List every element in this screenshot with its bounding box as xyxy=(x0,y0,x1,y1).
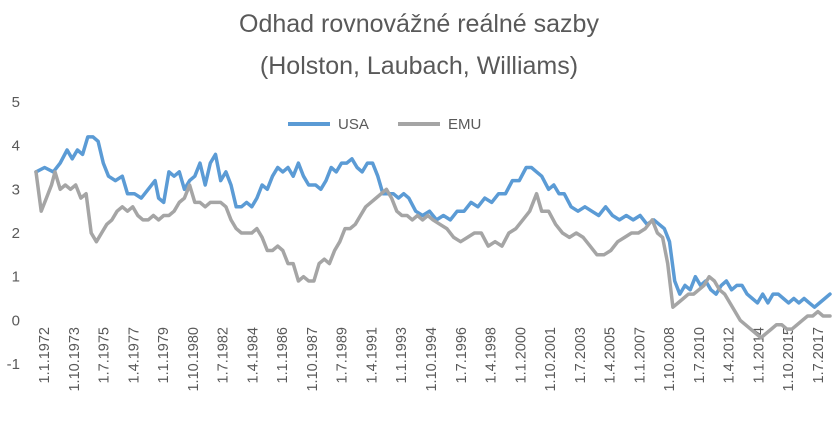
x-tick-label: 1.1.1993 xyxy=(394,327,410,383)
x-tick-label: 1.4.2005 xyxy=(603,327,619,383)
y-axis-ticks: 5 4 3 2 1 0 -1 xyxy=(7,94,20,373)
x-tick-label: 1.7.1989 xyxy=(335,327,351,383)
x-axis-ticks: 1.1.1972 1.10.1973 1.7.1975 1.4.1977 1.1.197… xyxy=(37,327,827,392)
x-tick-label: 1.4.2012 xyxy=(722,327,738,383)
chart-title-line-1: Odhad rovnovážné reálné sazby xyxy=(239,10,599,38)
x-tick-label: 1.7.1996 xyxy=(454,327,470,383)
legend-label-emu: EMU xyxy=(448,116,481,133)
x-tick-label: 1.7.1982 xyxy=(216,327,232,383)
chart-title-line-2: (Holston, Laubach, Williams) xyxy=(260,52,578,80)
x-tick-label: 1.10.2001 xyxy=(543,327,559,392)
y-tick-label: 1 xyxy=(12,269,20,286)
legend-label-usa: USA xyxy=(338,116,369,133)
x-tick-label: 1.10.2008 xyxy=(662,327,678,392)
x-tick-label: 1.1.2014 xyxy=(751,327,767,383)
series-line-emu xyxy=(34,170,832,340)
x-tick-label: 1.7.2003 xyxy=(573,327,589,383)
x-tick-label: 1.10.1994 xyxy=(424,327,440,392)
x-tick-label: 1.10.1980 xyxy=(186,327,202,392)
series-layer xyxy=(34,135,832,340)
x-tick-label: 1.4.1998 xyxy=(484,327,500,383)
x-tick-label: 1.10.1973 xyxy=(67,327,83,392)
y-tick-label: 3 xyxy=(12,181,20,198)
y-tick-label: -1 xyxy=(7,356,20,373)
x-tick-label: 1.1.1986 xyxy=(275,327,291,383)
x-tick-label: 1.1.1979 xyxy=(156,327,172,383)
x-tick-label: 1.4.1977 xyxy=(126,327,142,383)
legend: USA EMU xyxy=(288,116,481,133)
x-tick-label: 1.1.1972 xyxy=(37,327,53,383)
y-tick-label: 4 xyxy=(12,138,20,155)
x-tick-label: 1.10.2015 xyxy=(781,327,797,392)
series-line-usa xyxy=(34,135,832,309)
y-tick-label: 0 xyxy=(12,312,20,329)
x-tick-label: 1.1.2007 xyxy=(632,327,648,383)
x-tick-label: 1.7.2017 xyxy=(811,327,827,383)
x-tick-label: 1.1.2000 xyxy=(513,327,529,383)
x-tick-label: 1.10.1987 xyxy=(305,327,321,392)
x-tick-label: 1.4.1984 xyxy=(245,327,261,383)
x-tick-label: 1.7.1975 xyxy=(97,327,113,383)
x-tick-label: 1.4.1991 xyxy=(364,327,380,383)
x-tick-label: 1.7.2010 xyxy=(692,327,708,383)
y-tick-label: 2 xyxy=(12,225,20,242)
y-tick-label: 5 xyxy=(12,94,20,111)
